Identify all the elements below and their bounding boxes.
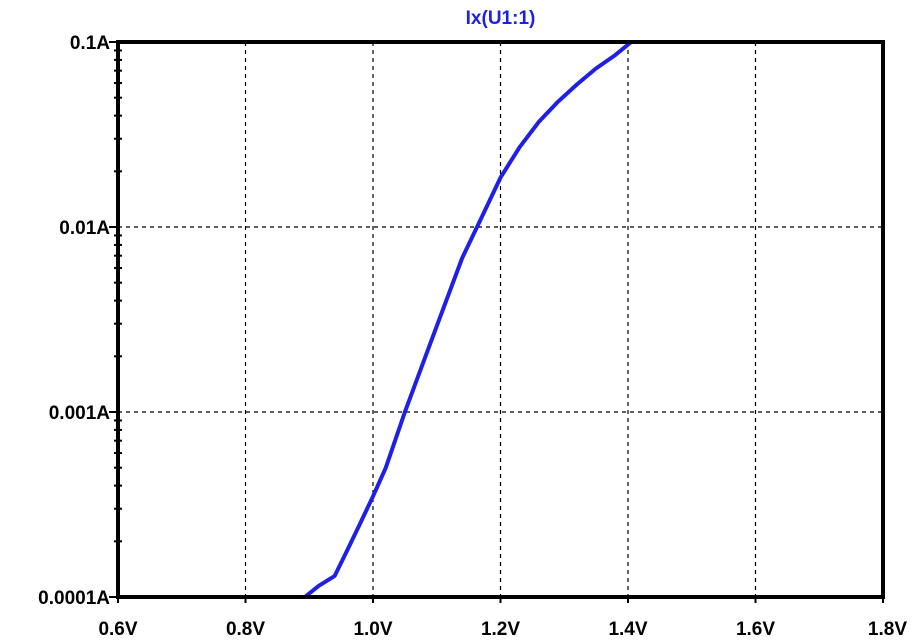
x-tick-label: 1.8V: [868, 619, 907, 640]
series-layer: [302, 40, 634, 599]
y-tick-labels: 0.0001A 0.001A 0.01A 0.1A: [38, 33, 110, 609]
grid: [118, 42, 883, 597]
x-tick-label: 1.0V: [353, 619, 392, 640]
y-tick-label: 0.01A: [59, 218, 110, 239]
y-tick-label: 0.001A: [49, 403, 111, 424]
x-tick-label: 0.8V: [226, 619, 265, 640]
x-tick-label: 1.6V: [736, 619, 775, 640]
plot-frame: [116, 40, 885, 599]
series-line: [302, 40, 634, 599]
x-tick-label: 0.6V: [98, 619, 137, 640]
x-tick-label: 1.4V: [608, 619, 647, 640]
y-tick-label: 0.0001A: [38, 588, 110, 609]
major-ticks: [109, 41, 884, 603]
x-tick-labels: 0.6V 0.8V 1.0V 1.2V 1.4V 1.6V 1.8V: [98, 619, 907, 640]
x-tick-label: 1.2V: [481, 619, 520, 640]
y-tick-label: 0.1A: [70, 33, 110, 54]
chart-title: Ix(U1:1): [466, 8, 536, 29]
